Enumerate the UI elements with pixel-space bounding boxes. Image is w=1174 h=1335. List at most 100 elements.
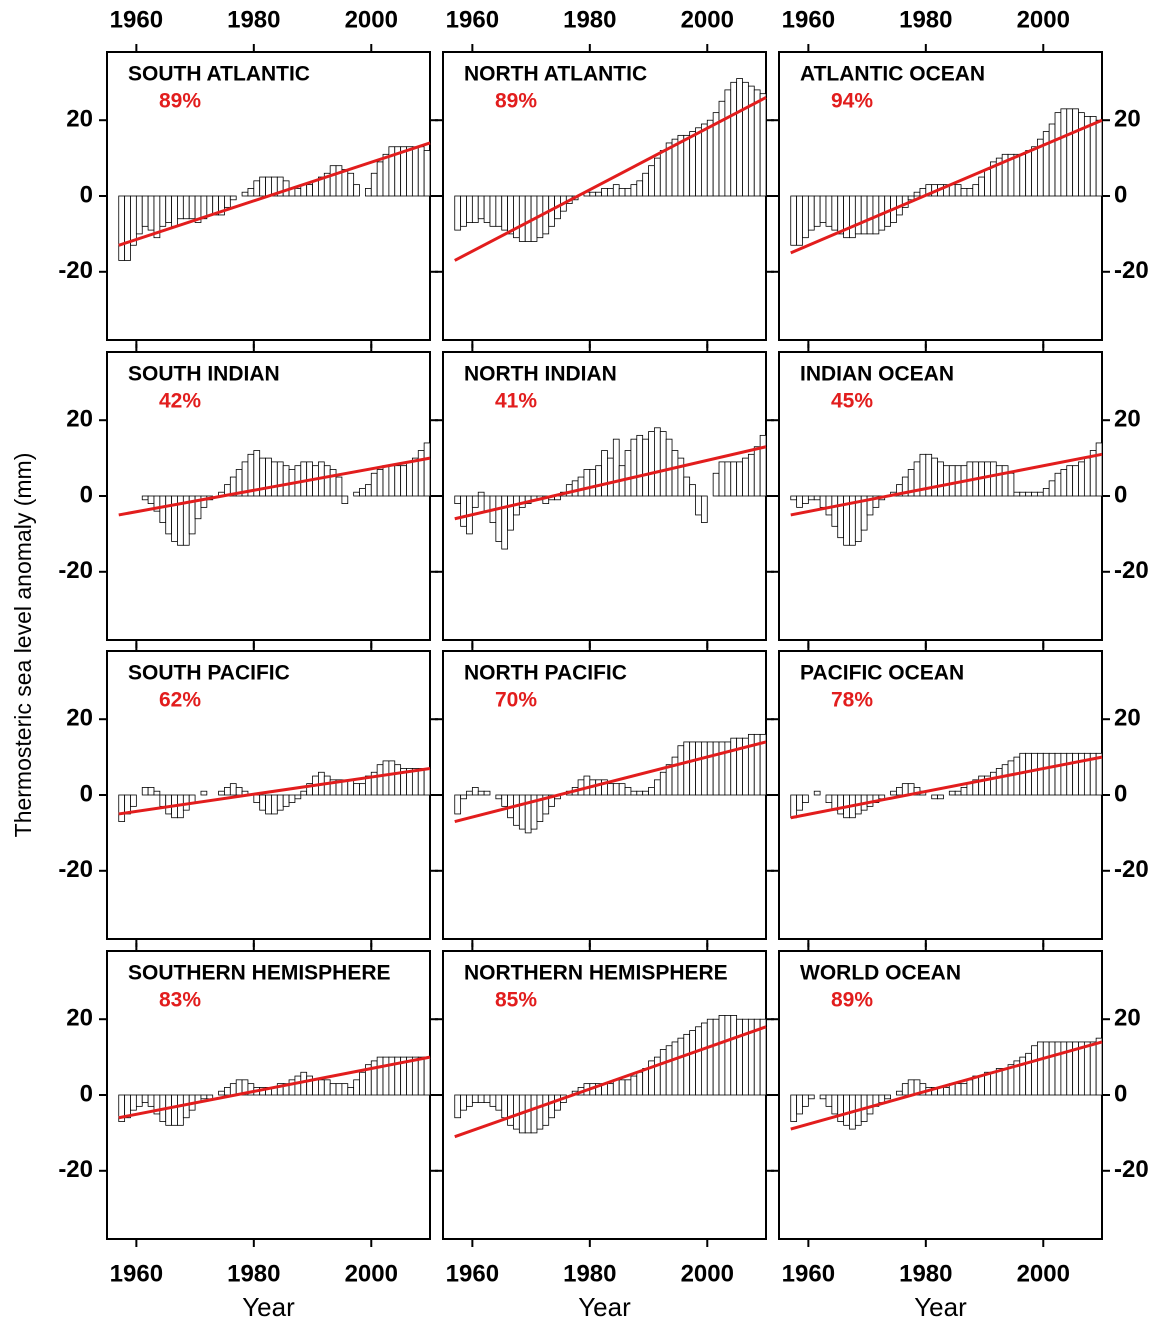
x-tick-label: 1980 <box>899 1260 952 1287</box>
bar <box>423 442 431 497</box>
bar <box>518 195 526 242</box>
bar <box>730 461 738 497</box>
y-tick-label: -20 <box>1114 1156 1149 1183</box>
bar <box>718 461 726 497</box>
bar <box>376 161 384 197</box>
y-tick-label: -20 <box>58 1156 93 1183</box>
bar <box>796 195 803 246</box>
bar <box>1042 1041 1050 1096</box>
bar <box>247 188 255 197</box>
bar <box>624 450 632 497</box>
bar <box>229 1083 237 1096</box>
bar <box>654 427 661 497</box>
bar <box>518 794 526 830</box>
bar <box>701 741 708 796</box>
bar <box>218 1090 225 1096</box>
percent-label: 45% <box>831 390 873 413</box>
x-tick-label: 1980 <box>227 1260 280 1287</box>
bar <box>954 790 962 796</box>
bar <box>370 472 378 497</box>
bar <box>329 1083 337 1096</box>
bar <box>406 146 413 197</box>
bar <box>165 1094 173 1126</box>
bar <box>636 790 644 796</box>
bar <box>495 794 503 800</box>
bar <box>790 495 798 501</box>
bar <box>530 1094 538 1134</box>
bar <box>276 794 284 811</box>
bar <box>630 184 638 197</box>
bar <box>542 1094 550 1126</box>
bar <box>483 195 491 223</box>
bar <box>966 1079 974 1096</box>
bar <box>388 760 396 796</box>
bar <box>612 184 620 197</box>
bar <box>382 465 390 497</box>
bar <box>665 1045 673 1096</box>
bar <box>689 741 696 796</box>
x-tick-label: 1960 <box>110 6 163 33</box>
bar <box>683 741 691 796</box>
bar <box>712 1018 720 1096</box>
trend-line <box>118 766 431 816</box>
bar <box>159 495 167 523</box>
bar <box>177 1094 184 1126</box>
bar <box>118 195 126 261</box>
bar <box>218 790 225 796</box>
bar <box>624 1079 632 1096</box>
bar <box>866 1094 874 1115</box>
bar <box>1031 752 1038 796</box>
bar <box>1048 480 1056 497</box>
bar <box>753 89 761 197</box>
bar <box>901 1083 909 1096</box>
bar <box>642 790 649 796</box>
bar <box>807 495 815 501</box>
bar <box>825 1094 833 1107</box>
bar <box>329 469 337 497</box>
bar <box>1001 764 1009 796</box>
x-tick-label: 2000 <box>1017 6 1070 33</box>
bar <box>1048 123 1056 197</box>
bar <box>659 150 667 197</box>
bar <box>323 465 331 497</box>
bar <box>335 165 343 197</box>
percent-label: 41% <box>495 390 537 413</box>
bar <box>825 195 833 227</box>
bar <box>359 1071 366 1096</box>
bar <box>1089 116 1097 197</box>
bar <box>141 787 149 796</box>
bar <box>665 764 673 796</box>
x-tick-label: 2000 <box>1017 1260 1070 1287</box>
bar <box>471 787 479 796</box>
bar <box>466 1094 473 1107</box>
bar <box>1025 1052 1032 1096</box>
bar <box>483 790 491 796</box>
bar <box>300 1071 308 1096</box>
bar <box>896 787 903 796</box>
bar <box>612 1079 620 1096</box>
bar <box>683 476 691 497</box>
bar <box>182 195 190 220</box>
bar <box>1019 491 1027 497</box>
bar <box>796 495 803 508</box>
bar <box>406 461 413 497</box>
bar <box>931 794 938 800</box>
percent-label: 70% <box>495 689 537 712</box>
bar <box>489 195 497 227</box>
bar <box>417 768 425 796</box>
bar <box>294 188 302 197</box>
bar <box>724 461 732 497</box>
bar <box>376 764 384 796</box>
bar <box>706 1018 714 1096</box>
bar <box>1054 472 1062 497</box>
y-tick-label: 20 <box>1114 705 1141 732</box>
bar <box>753 446 761 497</box>
y-tick-label: 0 <box>80 1080 93 1107</box>
bar <box>1060 1041 1068 1096</box>
bar <box>701 495 708 523</box>
x-tick-label: 2000 <box>345 6 398 33</box>
panel-title: SOUTH PACIFIC <box>128 662 290 685</box>
bar <box>943 1087 950 1096</box>
bar <box>813 790 821 796</box>
